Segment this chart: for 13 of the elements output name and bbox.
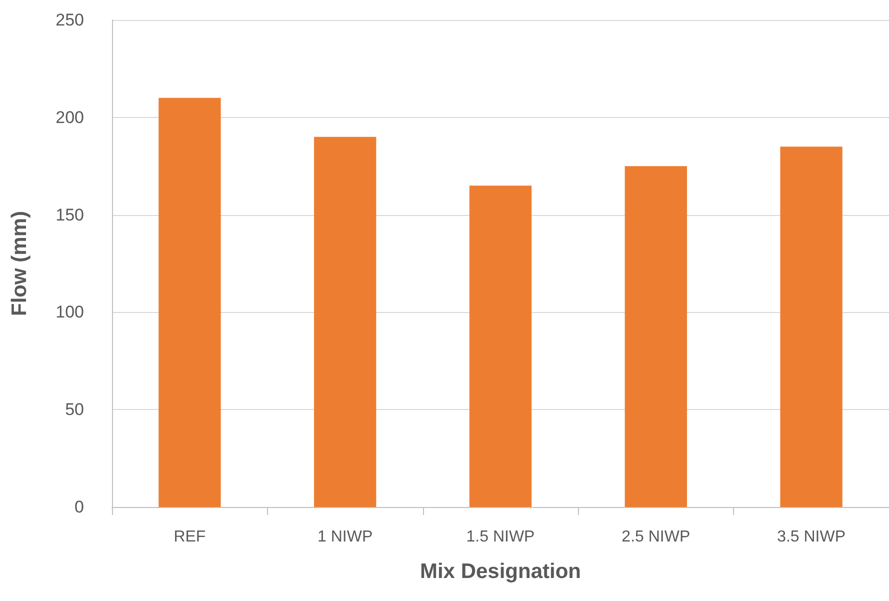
y-tick-label: 150: [56, 205, 84, 224]
y-tick-label: 100: [56, 302, 84, 322]
y-tick-label: 200: [56, 108, 84, 127]
x-tick-label: REF: [174, 528, 206, 546]
x-axis-title: Mix Designation: [420, 560, 582, 583]
y-tick-label: 250: [56, 10, 84, 30]
x-tick-label: 2.5 NIWP: [622, 528, 690, 546]
x-tick-label: 3.5 NIWP: [777, 528, 846, 546]
y-tick-label: 0: [74, 498, 84, 516]
y-axis-title: Flow (mm): [8, 211, 31, 316]
x-tick-label: 1.5 NIWP: [466, 528, 535, 546]
y-tick-label: 50: [65, 400, 84, 420]
x-tick-label: 1 NIWP: [318, 528, 373, 546]
